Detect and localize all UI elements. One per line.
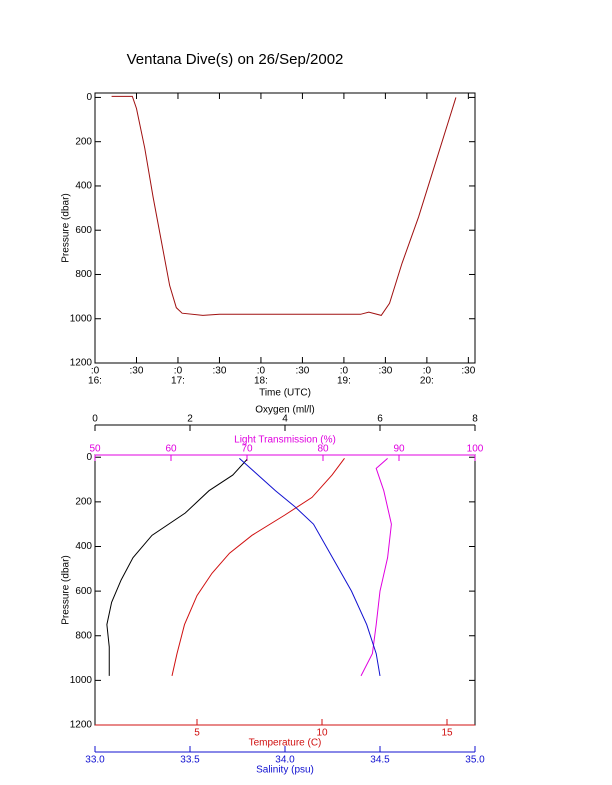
y-tick-label: 400 xyxy=(75,181,92,192)
x-tick-label: :30 xyxy=(461,366,475,377)
y-axis-label: Pressure (dbar) xyxy=(61,193,72,262)
x-tick-label: :30 xyxy=(378,366,392,377)
y-tick-label: 1200 xyxy=(70,720,93,731)
x-axis-label: Temperature (C) xyxy=(249,738,322,749)
x-tick-label: :0 xyxy=(340,366,349,377)
y-tick-label: 600 xyxy=(75,586,92,597)
y-tick-label: 0 xyxy=(86,452,92,463)
y-tick-label: 1000 xyxy=(70,675,93,686)
x-hour-label: 16: xyxy=(88,376,102,387)
y-tick-label: 800 xyxy=(75,630,92,641)
x-tick-label: 15 xyxy=(441,728,453,739)
data-line xyxy=(239,457,381,676)
x-axis-label: Salinity (psu) xyxy=(256,765,314,776)
x-tick-label: 50 xyxy=(89,444,101,455)
x-tick-label: 100 xyxy=(467,444,484,455)
data-line xyxy=(106,459,248,676)
x-tick-label: 33.5 xyxy=(180,755,200,766)
y-tick-label: 0 xyxy=(86,92,92,103)
x-hour-label: 20: xyxy=(420,376,434,387)
figure-title: Ventana Dive(s) on 26/Sep/2002 xyxy=(127,51,344,68)
x-tick-label: 0 xyxy=(92,414,98,425)
x-tick-label: 10 xyxy=(316,728,328,739)
y-tick-label: 1000 xyxy=(70,313,93,324)
x-tick-label: 8 xyxy=(472,414,478,425)
x-hour-label: 18: xyxy=(254,376,268,387)
y-tick-label: 600 xyxy=(75,225,92,236)
x-tick-label: 4 xyxy=(282,414,288,425)
x-axis-label: Light Transmission (%) xyxy=(234,435,336,446)
x-tick-label: :30 xyxy=(213,366,227,377)
x-tick-label: 5 xyxy=(194,728,200,739)
x-tick-label: :0 xyxy=(174,366,183,377)
x-axis-label: Time (UTC) xyxy=(259,388,311,399)
x-tick-label: 60 xyxy=(165,444,177,455)
plot-frame xyxy=(94,454,476,726)
x-tick-label: :30 xyxy=(295,366,309,377)
y-axis-label: Pressure (dbar) xyxy=(61,555,72,624)
x-tick-label: 35.0 xyxy=(465,755,485,766)
x-tick-label: 90 xyxy=(393,444,405,455)
x-axis-label: Oxygen (ml/l) xyxy=(255,405,314,416)
plot-frame xyxy=(94,92,476,364)
x-tick-label: 80 xyxy=(317,444,329,455)
y-tick-label: 1200 xyxy=(70,358,93,369)
x-tick-label: 2 xyxy=(187,414,193,425)
data-line xyxy=(111,95,457,316)
x-tick-label: 33.0 xyxy=(85,755,105,766)
x-hour-label: 19: xyxy=(337,376,351,387)
x-tick-label: :0 xyxy=(257,366,266,377)
y-tick-label: 200 xyxy=(75,497,92,508)
x-tick-label: 6 xyxy=(377,414,383,425)
data-line xyxy=(360,457,392,677)
x-tick-label: 34.5 xyxy=(370,755,390,766)
y-tick-label: 400 xyxy=(75,541,92,552)
x-hour-label: 17: xyxy=(171,376,185,387)
x-tick-label: 70 xyxy=(241,444,253,455)
data-line xyxy=(171,458,345,677)
y-tick-label: 200 xyxy=(75,136,92,147)
x-tick-label: :0 xyxy=(423,366,432,377)
x-tick-label: :0 xyxy=(91,366,100,377)
x-tick-label: :30 xyxy=(130,366,144,377)
y-tick-label: 800 xyxy=(75,269,92,280)
x-tick-label: 34.0 xyxy=(275,755,295,766)
